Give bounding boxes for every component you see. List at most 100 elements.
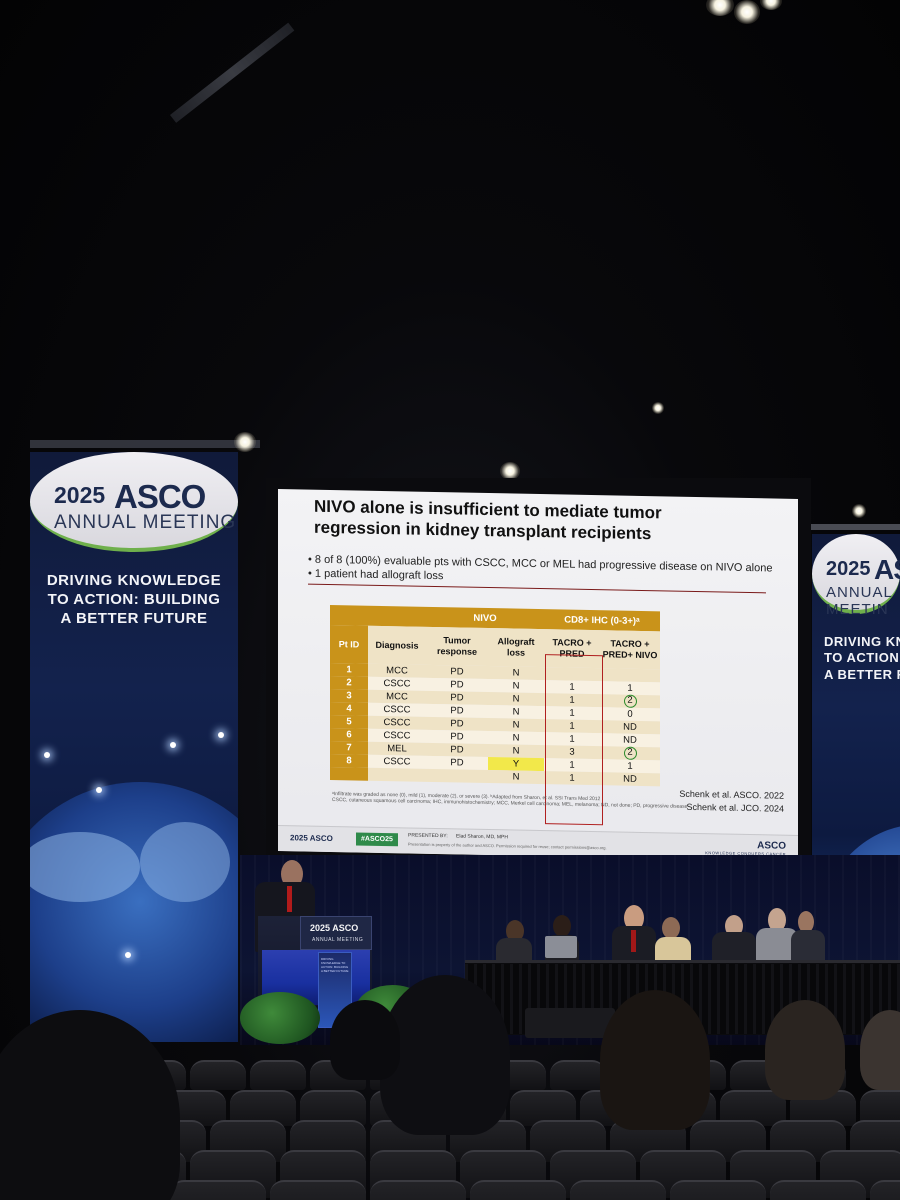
globe-graphic xyxy=(30,782,238,1042)
banner-brand: ASCO xyxy=(114,478,206,515)
cell-allograft: N xyxy=(488,744,544,759)
star-light xyxy=(218,732,224,738)
audience-member xyxy=(765,1000,845,1100)
cell-tacro-nivo: ND xyxy=(600,733,660,748)
cell-tacro-nivo: 1 xyxy=(600,681,660,696)
footer-presenter: Elad Sharon, MD, MPH xyxy=(456,833,508,841)
table-column-header: Pt ID Diagnosis Tumor response Allograft… xyxy=(330,624,660,670)
banner-brand: ASC xyxy=(874,554,900,585)
seat xyxy=(250,1060,306,1090)
star-light xyxy=(96,787,102,793)
cell-diagnosis: CSCC xyxy=(368,702,426,717)
podium-sign xyxy=(300,916,372,950)
star-light xyxy=(44,752,50,758)
cell-allograft: Y xyxy=(488,757,544,772)
spotlight xyxy=(760,0,782,10)
cell-response: PD xyxy=(426,755,488,771)
cell-tacro-nivo: 1 xyxy=(600,759,660,774)
cell-diagnosis: CSCC xyxy=(368,715,426,730)
cell-tacro-nivo: 2 xyxy=(600,694,660,709)
spotlight xyxy=(852,504,866,518)
cell-pt-id xyxy=(330,766,368,781)
cell-diagnosis: CSCC xyxy=(368,728,426,743)
spotlight xyxy=(652,402,664,414)
cell-tacro-nivo xyxy=(600,668,660,683)
banner-year: 2025 xyxy=(826,558,871,580)
cell-allograft: N xyxy=(488,692,544,707)
circled-value: 2 xyxy=(623,694,637,708)
lighting-bar-right xyxy=(810,524,900,530)
banner-subtitle: ANNUAL MEETIN xyxy=(826,584,893,618)
seat xyxy=(190,1060,246,1090)
circled-value: 2 xyxy=(623,746,637,760)
lighting-bar-left xyxy=(30,440,260,448)
cell-allograft: N xyxy=(488,666,544,681)
cell-allograft: N xyxy=(488,705,544,720)
banner-header: 2025 ASC ANNUAL MEETIN xyxy=(812,534,900,618)
col-pt-id: Pt ID xyxy=(330,624,368,664)
audience-member xyxy=(600,990,710,1130)
cell-tacro-nivo: 2 xyxy=(600,746,660,761)
spotlight xyxy=(706,0,734,16)
cell-response: PD xyxy=(426,677,488,693)
cell-diagnosis: MEL xyxy=(368,741,426,756)
cell-pt-id: 1 xyxy=(330,662,368,677)
cell-response: PD xyxy=(426,703,488,719)
presentation-slide: NIVO alone is insufficient to mediate tu… xyxy=(278,489,798,861)
red-tie xyxy=(631,930,636,952)
cell-allograft: N xyxy=(488,679,544,694)
seat xyxy=(670,1180,766,1200)
footer-logo: 2025 ASCO xyxy=(290,833,333,844)
cell-diagnosis: CSCC xyxy=(368,754,426,769)
cell-tacro-nivo: ND xyxy=(600,772,660,787)
spotlight xyxy=(234,432,256,452)
plant xyxy=(240,992,320,1044)
cell-response: PD xyxy=(426,729,488,745)
star-light xyxy=(170,742,176,748)
cell-pt-id: 2 xyxy=(330,675,368,690)
seat xyxy=(550,1060,606,1090)
table-footnote: ᵃInfiltrate was graded as none (0), mild… xyxy=(332,791,688,810)
cell-response xyxy=(426,768,488,784)
cell-tacro-nivo: ND xyxy=(600,720,660,735)
seat xyxy=(770,1180,866,1200)
cell-diagnosis: MCC xyxy=(368,663,426,678)
banner-tagline: DRIVING KNOW TO ACTION: B A BETTER FUT xyxy=(824,634,900,682)
star-light xyxy=(125,952,131,958)
group-cd8: CD8+ IHC (0-3+)ᵃ xyxy=(544,609,660,632)
group-nivo: NIVO xyxy=(426,606,544,630)
results-table: NIVO CD8+ IHC (0-3+)ᵃ Pt ID Diagnosis Tu… xyxy=(330,604,660,787)
col-diagnosis: Diagnosis xyxy=(368,625,426,665)
stage-monitor xyxy=(525,1008,615,1038)
seat xyxy=(370,1180,466,1200)
continent-graphic xyxy=(30,832,140,902)
cell-response: PD xyxy=(426,716,488,732)
seat xyxy=(870,1180,900,1200)
seat xyxy=(470,1180,566,1200)
spotlight xyxy=(500,462,520,480)
podium-brand: 2025 ASCO xyxy=(310,923,359,933)
audience-member xyxy=(380,975,510,1135)
ceiling-truss xyxy=(170,22,295,123)
slide-title: NIVO alone is insufficient to mediate tu… xyxy=(314,496,662,544)
speaker-tie xyxy=(287,886,292,912)
footer-copyright: Presentation is property of the author a… xyxy=(408,841,607,851)
col-tumor-response: Tumor response xyxy=(426,626,488,667)
col-allograft-loss: Allograft loss xyxy=(488,628,544,668)
citation-1: Schenk et al. ASCO. 2022 xyxy=(679,788,784,801)
banner-subtitle: ANNUAL MEETING xyxy=(54,512,237,533)
audience-member xyxy=(330,1000,400,1080)
cell-pt-id: 8 xyxy=(330,753,368,768)
cell-diagnosis: CSCC xyxy=(368,676,426,691)
cell-response: PD xyxy=(426,742,488,758)
seat xyxy=(570,1180,666,1200)
cell-diagnosis xyxy=(368,767,426,782)
left-banner: 2025 ASCO ANNUAL MEETING DRIVING KNOWLED… xyxy=(30,452,238,1042)
banner-header: 2025 ASCO ANNUAL MEETING xyxy=(30,452,238,552)
cell-allograft: N xyxy=(488,731,544,746)
cell-diagnosis: MCC xyxy=(368,689,426,704)
cell-response: PD xyxy=(426,690,488,706)
audience-member xyxy=(860,1010,900,1090)
spotlight xyxy=(734,0,760,24)
